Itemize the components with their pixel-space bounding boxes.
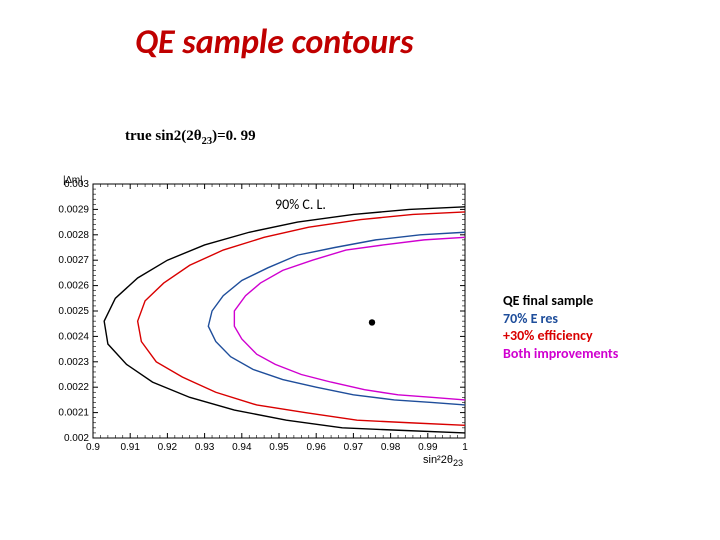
svg-text:0.0029: 0.0029 bbox=[58, 204, 89, 215]
svg-text:0.0027: 0.0027 bbox=[58, 255, 89, 266]
svg-text:0.0025: 0.0025 bbox=[58, 306, 89, 317]
svg-text:0.96: 0.96 bbox=[306, 442, 326, 453]
subtitle-theta: θ bbox=[194, 128, 202, 144]
svg-text:0.0026: 0.0026 bbox=[58, 281, 89, 292]
svg-text:1: 1 bbox=[462, 442, 468, 453]
contour-chart: 0.90.910.920.930.940.950.960.970.980.991… bbox=[45, 170, 475, 480]
svg-text:0.0028: 0.0028 bbox=[58, 230, 89, 241]
legend-item-both: Both improvements bbox=[503, 345, 618, 363]
x-axis-label-sub: 23 bbox=[453, 458, 463, 468]
legend-item-30pct: +30% efficiency bbox=[503, 327, 618, 345]
svg-text:0.94: 0.94 bbox=[232, 442, 252, 453]
slide: QE sample contours true sin2(2θ23)=0. 99… bbox=[0, 0, 720, 540]
svg-text:0.93: 0.93 bbox=[195, 442, 215, 453]
subtitle: true sin2(2θ23)=0. 99 bbox=[125, 128, 256, 147]
svg-text:0.0024: 0.0024 bbox=[58, 331, 89, 342]
slide-title: QE sample contours bbox=[135, 22, 414, 63]
legend: QE final sample 70% E res +30% efficienc… bbox=[503, 292, 618, 362]
x-axis-label: sin²2θ23 bbox=[423, 454, 463, 468]
svg-text:0.0023: 0.0023 bbox=[58, 357, 89, 368]
legend-item-70pct: 70% E res bbox=[503, 310, 618, 328]
subtitle-sub: 23 bbox=[202, 136, 213, 147]
svg-text:|∆m|: |∆m| bbox=[63, 175, 83, 186]
svg-text:0.0021: 0.0021 bbox=[58, 408, 89, 419]
svg-text:0.91: 0.91 bbox=[120, 442, 140, 453]
svg-text:0.95: 0.95 bbox=[269, 442, 289, 453]
x-axis-label-text: sin²2θ bbox=[423, 454, 453, 466]
svg-text:0.92: 0.92 bbox=[158, 442, 178, 453]
legend-item-qe-final: QE final sample bbox=[503, 292, 618, 310]
subtitle-suffix: )=0. 99 bbox=[212, 128, 256, 144]
svg-text:0.99: 0.99 bbox=[418, 442, 438, 453]
chart-svg: 0.90.910.920.930.940.950.960.970.980.991… bbox=[45, 170, 475, 480]
svg-text:0.0022: 0.0022 bbox=[58, 382, 89, 393]
svg-text:0.98: 0.98 bbox=[381, 442, 401, 453]
subtitle-prefix: true sin2(2 bbox=[125, 128, 194, 144]
svg-text:0.97: 0.97 bbox=[344, 442, 364, 453]
svg-text:0.002: 0.002 bbox=[64, 433, 89, 444]
